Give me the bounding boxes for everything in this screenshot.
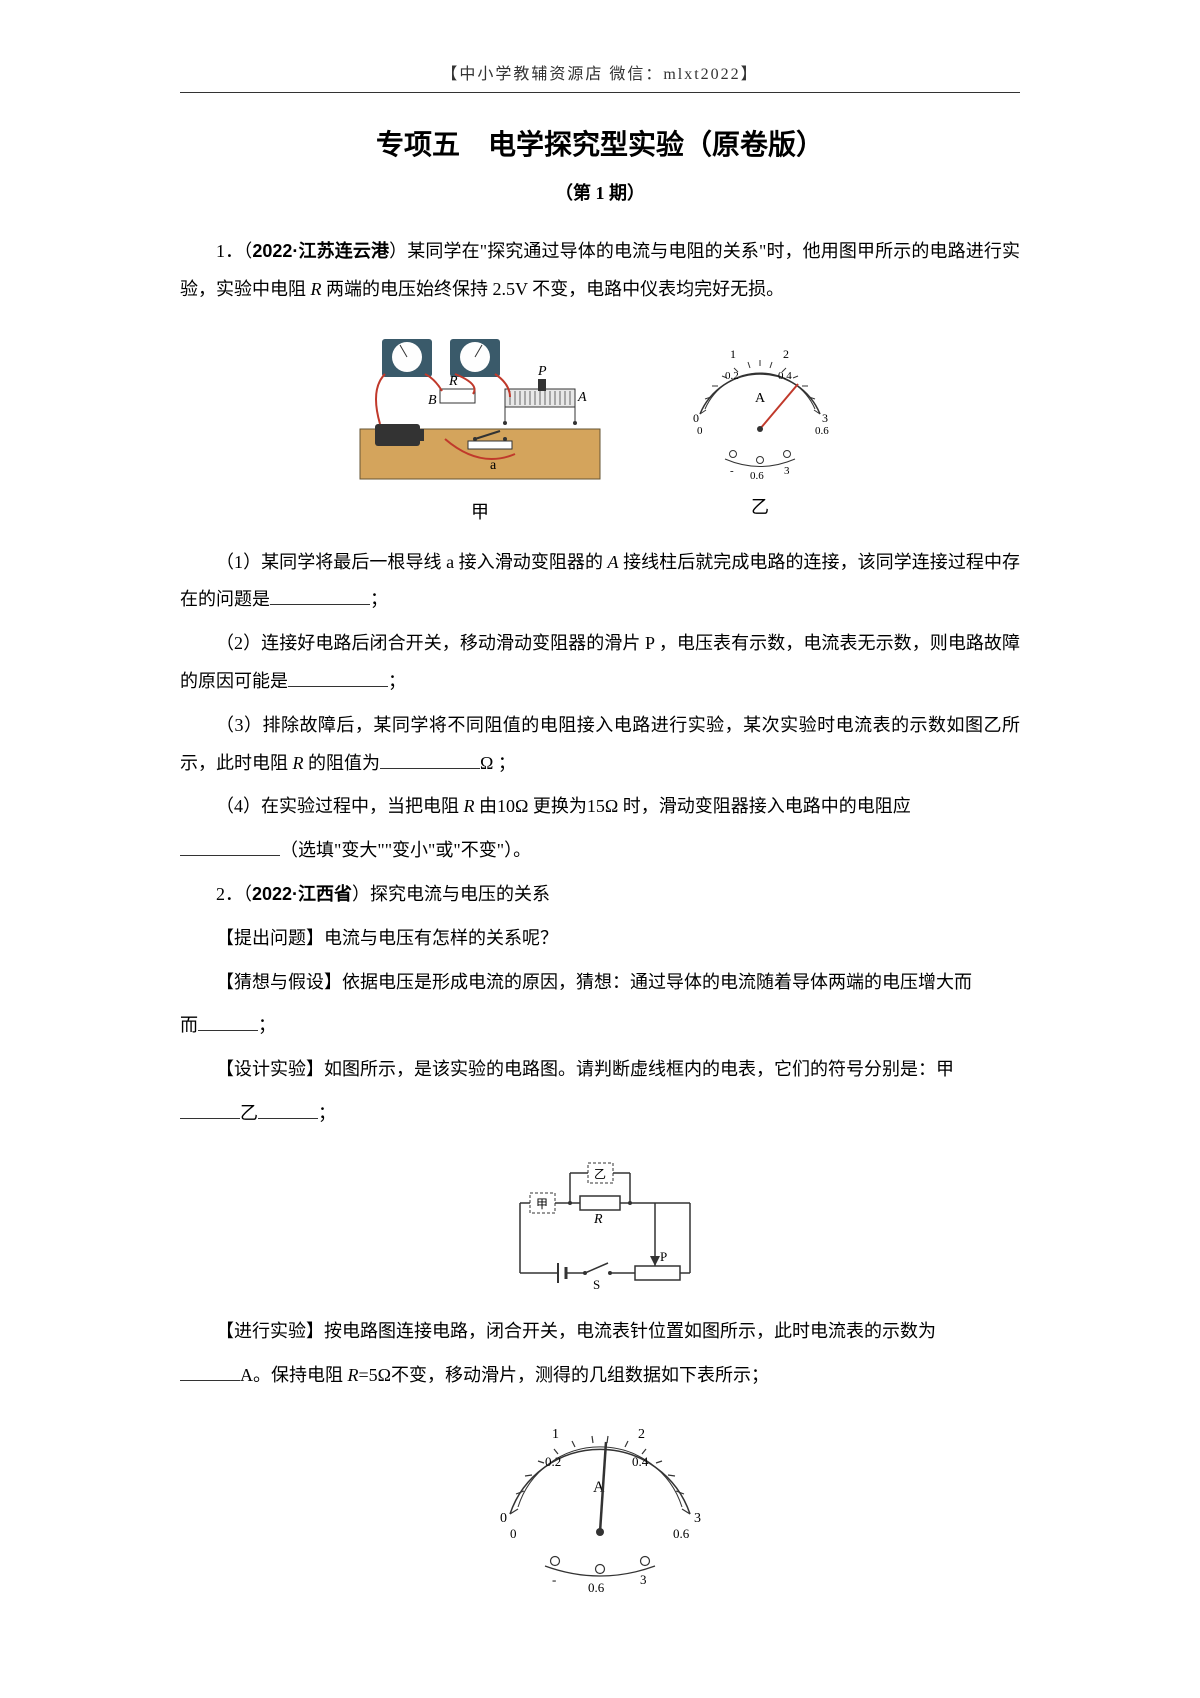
P-label: P <box>537 364 547 379</box>
blank-2 <box>288 667 388 687</box>
resistor-R <box>580 1196 620 1210</box>
svg-text:0.6: 0.6 <box>588 1580 605 1594</box>
ammeter-reading-2: 0 1 2 3 0 0.2 0.4 0.6 A - 0.6 3 <box>470 1414 730 1594</box>
q1-part2: （2）连接好电路后闭合开关，移动滑动变阻器的滑片 P ，电压表有示数，电流表无示… <box>180 625 1020 701</box>
B-label: B <box>428 393 437 408</box>
switch-icon <box>585 1263 608 1273</box>
a-label: a <box>490 458 497 473</box>
meter-diagram-wrapper: 0 1 2 3 0 0.2 0.4 0.6 A - 0.6 3 乙 <box>670 334 850 519</box>
rheostat-icon <box>503 379 577 425</box>
circuit-diagram-wrapper: R B P A a <box>350 329 610 524</box>
svg-text:3: 3 <box>640 1572 647 1587</box>
resistor-icon <box>440 389 475 403</box>
q2-s1: 【提出问题】电流与电压有怎样的关系呢？ <box>180 920 1020 958</box>
svg-text:0: 0 <box>693 411 699 425</box>
blank-5 <box>198 1012 258 1032</box>
var-R: R <box>311 279 322 299</box>
svg-text:0: 0 <box>500 1511 507 1526</box>
blank-6 <box>180 1099 240 1119</box>
q1-source: 2022·江苏连云港 <box>252 241 389 261</box>
diagram-label-yi: 乙 <box>670 493 850 519</box>
ammeter-reading: 0 1 2 3 0 0.2 0.4 0.6 A - 0.6 3 <box>670 334 850 484</box>
blank-8 <box>180 1361 240 1381</box>
q2-source: 2022·江西省 <box>252 884 352 904</box>
page-header: 【中小学教辅资源店 微信：mlxt2022】 <box>180 60 1020 84</box>
svg-text:0.2: 0.2 <box>545 1454 561 1469</box>
q1-diagram-area: R B P A a <box>180 329 1020 524</box>
q2-s2: 【猜想与假设】依据电压是形成电流的原因，猜想：通过导体的电流随着导体两端的电压增… <box>180 964 1020 1002</box>
P-label: P <box>660 1249 667 1264</box>
svg-text:0.4: 0.4 <box>632 1454 649 1469</box>
header-divider <box>180 92 1020 93</box>
A-label: A <box>577 390 587 405</box>
q2-schematic-wrapper: S P 甲 R 乙 <box>180 1153 1020 1293</box>
R-label: R <box>448 374 458 389</box>
ammeter-icon <box>450 339 500 377</box>
meter-jia-label: 甲 <box>536 1197 548 1211</box>
q2-s2-line2: 而； <box>180 1007 1020 1045</box>
page-subtitle: （第 1 期） <box>180 179 1020 205</box>
svg-text:-: - <box>552 1572 556 1587</box>
svg-text:2: 2 <box>783 347 789 361</box>
svg-text:0.6: 0.6 <box>750 470 764 482</box>
svg-text:1: 1 <box>552 1427 559 1442</box>
battery-icon <box>375 424 420 446</box>
svg-text:0.4: 0.4 <box>778 370 792 382</box>
meter-yi-label: 乙 <box>594 1167 606 1181</box>
svg-text:0.6: 0.6 <box>673 1526 690 1541</box>
q1-part3: （3）排除故障后，某同学将不同阻值的电阻接入电路进行实验，某次实验时电流表的示数… <box>180 707 1020 783</box>
q1-part1: （1）某同学将最后一根导线 a 接入滑动变阻器的 A 接线柱后就完成电路的连接，… <box>180 544 1020 620</box>
svg-text:3: 3 <box>694 1511 701 1526</box>
svg-text:0: 0 <box>510 1526 517 1541</box>
blank-4 <box>180 836 280 856</box>
circuit-diagram: R B P A a <box>350 329 610 489</box>
circuit-schematic: S P 甲 R 乙 <box>500 1153 700 1293</box>
blank-1 <box>270 586 370 606</box>
svg-text:2: 2 <box>638 1427 645 1442</box>
q1-intro: 1．（2022·江苏连云港）某同学在"探究通过导体的电流与电阻的关系"时，他用图… <box>180 233 1020 309</box>
q1-part4: （4）在实验过程中，当把电阻 R 由10Ω 更换为15Ω 时，滑动变阻器接入电路… <box>180 788 1020 826</box>
q2-s4: 【进行实验】按电路图连接电路，闭合开关，电流表针位置如图所示，此时电流表的示数为 <box>180 1313 1020 1351</box>
rheostat-icon <box>635 1266 680 1280</box>
blank-3 <box>380 749 480 769</box>
q2-meter-wrapper: 0 1 2 3 0 0.2 0.4 0.6 A - 0.6 3 <box>180 1414 1020 1594</box>
q2-intro: 2．（2022·江西省）探究电流与电压的关系 <box>180 876 1020 914</box>
svg-text:3: 3 <box>822 411 828 425</box>
svg-text:3: 3 <box>784 465 790 477</box>
svg-text:1: 1 <box>730 347 736 361</box>
q2-s3-line2: 乙； <box>180 1095 1020 1133</box>
range-selector: - 0.6 3 <box>725 450 795 482</box>
R-label2: R <box>593 1212 603 1227</box>
S-label: S <box>593 1277 600 1292</box>
meter-needle <box>760 384 798 429</box>
meter-unit: A <box>755 391 766 406</box>
svg-text:0.2: 0.2 <box>725 370 739 382</box>
q1-part4-line2: （选填"变大""变小"或"不变"）。 <box>180 832 1020 870</box>
voltmeter-icon <box>382 339 432 377</box>
diagram-label-jia: 甲 <box>350 498 610 524</box>
svg-text:-: - <box>730 465 734 477</box>
q2-s3: 【设计实验】如图所示，是该实验的电路图。请判断虚线框内的电表，它们的符号分别是：… <box>180 1051 1020 1089</box>
blank-7 <box>258 1099 318 1119</box>
svg-text:0: 0 <box>697 425 703 437</box>
range-selector-2: - 0.6 3 <box>545 1557 655 1595</box>
page-title: 专项五 电学探究型实验（原卷版） <box>180 123 1020 163</box>
svg-text:0.6: 0.6 <box>815 425 829 437</box>
q2-s4-line2: A。保持电阻 R=5Ω不变，移动滑片，测得的几组数据如下表所示； <box>180 1357 1020 1395</box>
